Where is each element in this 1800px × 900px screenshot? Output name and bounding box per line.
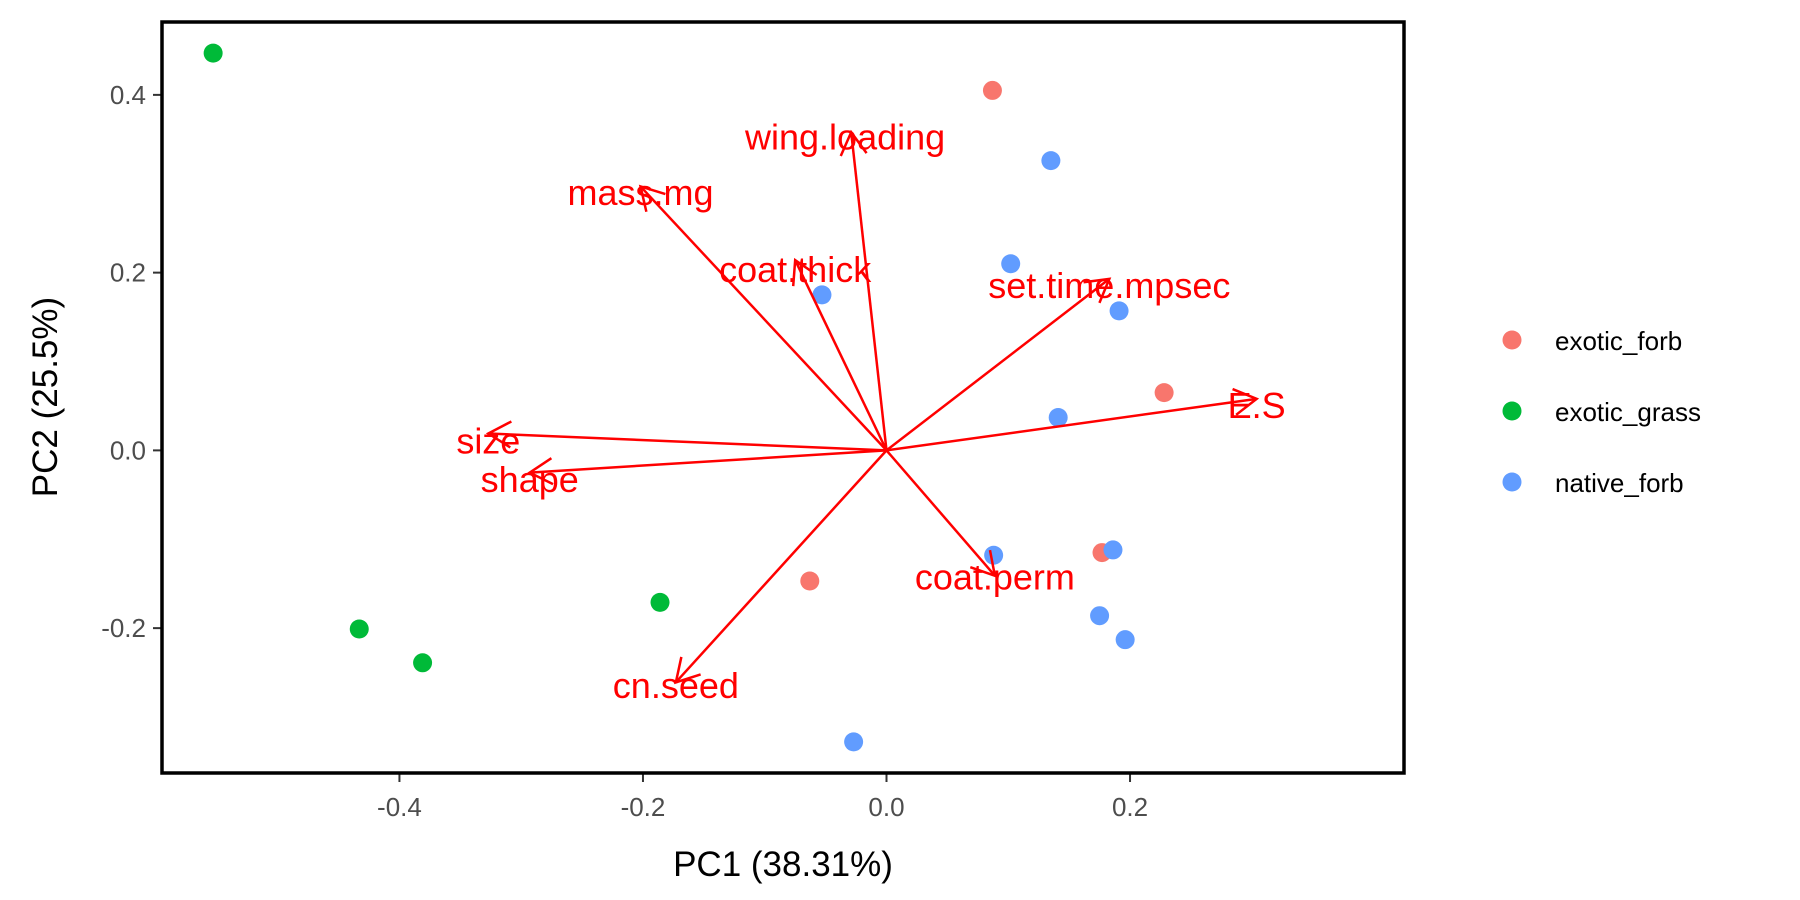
data-point-exotic_grass: [650, 592, 670, 612]
loading-arrow-E-S: [886, 387, 1260, 452]
data-point-exotic_forb: [1154, 383, 1174, 403]
x-tick-label: -0.4: [377, 792, 422, 822]
legend-item-native-forb: native_forb: [1502, 468, 1684, 498]
loading-arrow-head: [485, 420, 512, 449]
legend-key: [1502, 401, 1522, 421]
legend-label: exotic_grass: [1555, 397, 1701, 427]
loading-label: coat.thick: [719, 249, 872, 290]
y-tick-label: 0.0: [110, 435, 146, 465]
loading-arrow-shaft: [529, 449, 887, 474]
data-point-exotic_grass: [413, 653, 433, 673]
legend: exotic_forb exotic_grass native_forb: [1502, 326, 1701, 498]
data-point-exotic_grass: [349, 619, 369, 639]
plot-area: -0.4 -0.2 0.0 0.2 -0.2 0.0 0.2 0.4 wing.loading m…: [101, 43, 1286, 822]
loading-arrow-cn-seed: [674, 449, 888, 685]
data-point-native_forb: [1048, 407, 1068, 427]
loading-arrow-coat-thick: [791, 257, 888, 451]
data-point-exotic_forb: [982, 80, 1002, 100]
loading-arrow-shaft: [885, 449, 996, 577]
loading-label: set.time.mpsec: [988, 265, 1230, 306]
data-point-native_forb: [1109, 301, 1129, 321]
data-point-native_forb: [1090, 606, 1110, 626]
legend-key: [1502, 330, 1522, 350]
loading-arrow-size: [485, 420, 887, 452]
data-point-native_forb: [1115, 630, 1135, 650]
loading-arrow-head: [791, 257, 818, 287]
loading-label: cn.seed: [613, 665, 739, 706]
data-point-native_forb: [1041, 151, 1061, 171]
loading-arrow-head: [527, 457, 554, 486]
x-tick-label: 0.2: [1112, 792, 1148, 822]
loading-arrow-head: [969, 549, 997, 578]
loading-arrow-shaft: [488, 432, 887, 452]
loading-arrow-head: [1083, 277, 1112, 304]
legend-key: [1502, 472, 1522, 492]
x-tick-label: 0.0: [868, 792, 904, 822]
panel-border: [160, 20, 1406, 775]
loading-arrow-coat-perm: [885, 449, 997, 578]
loading-arrow-shape: [527, 449, 887, 486]
loading-arrow-mass-mg: [638, 184, 888, 452]
loading-arrow-shaft: [849, 132, 888, 451]
loading-arrow-shaft: [639, 185, 888, 452]
legend-label: native_forb: [1555, 468, 1684, 498]
data-point-exotic_grass: [203, 43, 223, 63]
loading-arrow-head: [674, 656, 701, 685]
legend-label: exotic_forb: [1555, 326, 1682, 356]
loading-label: wing.loading: [744, 117, 945, 158]
loading-label: shape: [481, 459, 579, 500]
x-tick-label: -0.2: [621, 792, 666, 822]
loading-arrow-head: [839, 129, 868, 157]
loading-arrow-shaft: [674, 449, 888, 684]
y-tick-label: 0.2: [110, 258, 146, 288]
loading-arrow-head: [638, 184, 666, 213]
loading-arrow-shaft: [886, 397, 1257, 452]
loading-arrow-shaft: [885, 277, 1111, 452]
y-axis-title: PC2 (25.5%): [26, 297, 65, 497]
loading-arrow-wing-loading: [839, 129, 888, 451]
loading-arrow-shaft: [794, 259, 888, 451]
data-point-native_forb: [1001, 254, 1021, 274]
data-point-exotic_forb: [800, 571, 820, 591]
legend-item-exotic-forb: exotic_forb: [1502, 326, 1682, 356]
loading-label: mass.mg: [568, 172, 714, 213]
loading-arrow-set-time-mpsec: [885, 277, 1112, 452]
y-tick-label: -0.2: [101, 613, 146, 643]
y-tick-label: 0.4: [110, 80, 146, 110]
data-point-native_forb: [1103, 540, 1123, 560]
data-point-native_forb: [844, 732, 864, 752]
loading-arrow-head: [1232, 387, 1260, 416]
loading-label: coat.perm: [915, 557, 1075, 598]
legend-item-exotic-grass: exotic_grass: [1502, 397, 1701, 427]
loading-label: size: [456, 421, 520, 462]
data-point-native_forb: [812, 285, 832, 305]
loading-label: E.S: [1228, 385, 1286, 426]
x-axis-title: PC1 (38.31%): [673, 845, 893, 884]
